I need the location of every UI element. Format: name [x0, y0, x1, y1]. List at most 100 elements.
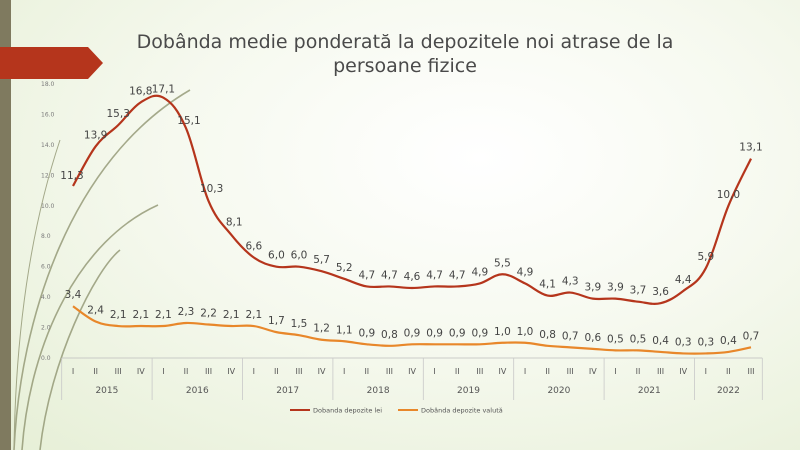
x-tick-label: IV: [408, 367, 416, 376]
x-tick-label: I: [162, 367, 164, 376]
data-labels: 11,3 13,915,3 16,8 17,1 15,1 10,3 8,16,6 6,0 6,0…: [60, 84, 762, 349]
x-tick-label: IV: [498, 367, 506, 376]
data-label-valuta: 0,7: [743, 330, 760, 342]
data-label-lei: 4,7: [358, 269, 375, 281]
legend-label-lei: Dobanda depozite lei: [313, 407, 382, 415]
data-label-valuta: 0,9: [426, 327, 443, 339]
data-label-valuta: 0,4: [652, 335, 669, 347]
x-tick-label: I: [343, 367, 345, 376]
data-label-valuta: 0,7: [562, 330, 579, 342]
x-tick-label: IV: [318, 367, 326, 376]
data-label-lei: 6,6: [245, 241, 262, 253]
x-tick-label: II: [184, 367, 189, 376]
data-label-lei: 3,6: [652, 286, 669, 298]
data-label-valuta: 0,8: [539, 329, 556, 341]
x-tick-label: II: [455, 367, 460, 376]
data-label-lei: 3,9: [607, 282, 624, 294]
data-label-lei: 17,1: [152, 84, 175, 96]
data-label-lei: 6,0: [291, 250, 308, 262]
data-label-valuta: 2,1: [223, 309, 240, 321]
x-year-label: 2022: [717, 386, 740, 396]
x-year-label: 2015: [95, 386, 118, 396]
chart-title-line-1: Dobânda medie ponderată la depozitele no…: [137, 31, 674, 53]
x-tick-label: II: [636, 367, 641, 376]
x-year-label: 2019: [457, 386, 480, 396]
data-label-valuta: 0,8: [381, 329, 398, 341]
data-label-lei: 4,6: [404, 271, 421, 283]
x-tick-label: III: [115, 367, 122, 376]
x-tick-label: I: [705, 367, 707, 376]
x-tick-label: III: [386, 367, 393, 376]
arrow-banner: [0, 47, 103, 79]
data-label-lei: 4,7: [449, 269, 466, 281]
data-label-lei: 4,7: [381, 269, 398, 281]
data-label-lei: 5,7: [313, 254, 330, 266]
data-label-lei: 4,4: [675, 274, 692, 286]
data-label-lei: 8,1: [226, 217, 243, 229]
data-label-valuta: 1,2: [313, 323, 330, 335]
x-year-label: 2018: [367, 386, 390, 396]
data-label-valuta: 3,4: [65, 289, 82, 301]
data-label-lei: 3,7: [630, 285, 647, 297]
data-label-valuta: 0,9: [449, 327, 466, 339]
data-label-valuta: 1,0: [517, 326, 534, 338]
x-tick-label: I: [72, 367, 74, 376]
data-label-valuta: 0,9: [404, 327, 421, 339]
x-tick-label: III: [205, 367, 212, 376]
data-label-valuta: 0,9: [358, 327, 375, 339]
data-label-valuta: 1,5: [291, 318, 308, 330]
x-tick-label: I: [614, 367, 616, 376]
y-tick-label: 12.0: [41, 172, 55, 179]
series-layer: [72, 94, 752, 355]
x-tick-label: II: [726, 367, 731, 376]
data-label-valuta: 0,5: [607, 333, 624, 345]
y-tick-label: 2.0: [41, 325, 51, 332]
data-label-valuta: 2,2: [200, 308, 217, 320]
data-label-lei: 6,0: [268, 250, 285, 262]
data-label-valuta: 2,1: [245, 309, 262, 321]
data-label-valuta: 0,9: [471, 327, 488, 339]
data-label-valuta: 2,1: [110, 309, 127, 321]
data-label-lei: 15,3: [107, 108, 130, 120]
x-tick-label: I: [433, 367, 435, 376]
x-tick-label: IV: [589, 367, 597, 376]
data-label-lei: 5,2: [336, 262, 353, 274]
sidebar-strip: [0, 0, 11, 450]
data-label-valuta: 0,3: [697, 336, 714, 348]
y-tick-label: 6.0: [41, 264, 51, 271]
y-tick-label: 4.0: [41, 294, 51, 301]
data-label-valuta: 2,3: [178, 306, 195, 318]
x-tick-label: IV: [227, 367, 235, 376]
data-label-lei: 15,1: [177, 115, 200, 127]
x-tick-label: II: [545, 367, 550, 376]
x-year-label: 2016: [186, 386, 209, 396]
data-label-lei: 4,7: [426, 269, 443, 281]
data-label-valuta: 0,3: [675, 336, 692, 348]
data-label-lei: 4,3: [562, 276, 579, 288]
x-year-label: 2020: [547, 386, 570, 396]
data-label-lei: 5,9: [697, 251, 714, 263]
x-axis: I II III IV I II III IV I II III IV I II III IV I II III IV…: [61, 357, 763, 400]
data-label-valuta: 1,0: [494, 326, 511, 338]
data-label-valuta: 2,1: [155, 309, 172, 321]
data-label-lei: 10,0: [717, 189, 740, 201]
data-label-lei: 4,1: [539, 279, 556, 291]
x-tick-label: I: [253, 367, 255, 376]
legend: Dobanda depozite lei Dobânda depozite va…: [290, 407, 503, 415]
data-label-lei: 11,3: [60, 170, 83, 182]
data-label-lei: 13,1: [739, 142, 762, 154]
data-label-valuta: 0,4: [720, 335, 737, 347]
series-line-lei: [72, 94, 752, 305]
y-tick-label: 14.0: [41, 142, 55, 149]
data-label-valuta: 1,7: [268, 315, 285, 327]
series-line-valuta: [72, 305, 752, 355]
data-label-valuta: 1,1: [336, 324, 353, 336]
chart-title-line-2: persoane fizice: [333, 55, 477, 77]
data-label-lei: 16,8: [129, 85, 152, 97]
x-year-label: 2021: [638, 386, 661, 396]
x-tick-label: II: [274, 367, 279, 376]
y-tick-label: 0.0: [41, 355, 51, 362]
y-tick-label: 10.0: [41, 203, 55, 210]
data-label-valuta: 0,6: [584, 332, 601, 344]
